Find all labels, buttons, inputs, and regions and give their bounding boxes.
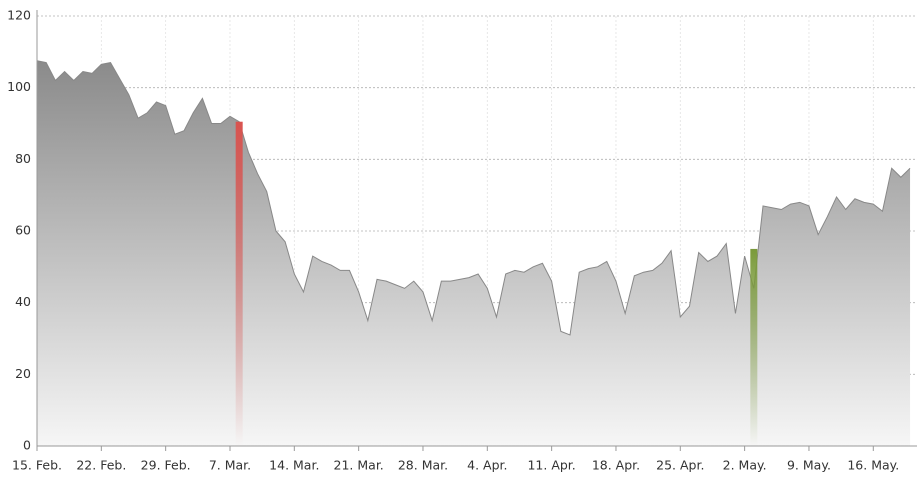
y-tick-label: 20 [15,366,31,381]
y-tick-label: 0 [23,438,31,453]
highlight-bar [235,121,243,446]
x-tick-label: 28. Mar. [398,458,448,473]
area-fill [37,60,911,447]
x-tick-label: 11. Apr. [527,458,575,473]
x-tick-label: 21. Mar. [334,458,384,473]
x-tick-label: 14. Mar. [269,458,319,473]
y-tick-label: 80 [15,151,31,166]
y-tick-label: 40 [15,294,31,309]
x-tick-label: 7. Mar. [209,458,251,473]
x-tick-label: 29. Feb. [141,458,191,473]
y-tick-label: 60 [15,223,31,238]
x-tick-label: 18. Apr. [592,458,640,473]
x-tick-label: 22. Feb. [76,458,126,473]
x-tick-label: 15. Feb. [12,458,62,473]
x-tick-label: 2. May. [723,458,767,473]
area-line [36,60,911,336]
x-tick-label: 4. Apr. [467,458,507,473]
y-tick-label: 100 [7,79,31,94]
highlight-bar [750,248,758,446]
x-tick-label: 25. Apr. [656,458,704,473]
x-tick-label: 16. May. [847,458,899,473]
x-tick-label: 9. May. [787,458,831,473]
y-tick-label: 120 [7,8,31,23]
